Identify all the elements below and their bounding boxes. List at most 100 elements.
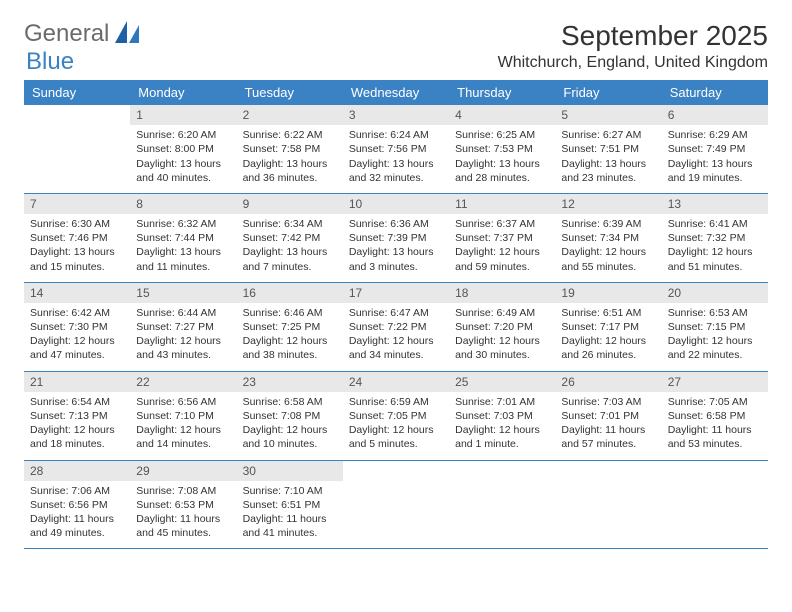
sunrise-text: Sunrise: 6:20 AM [136,128,230,142]
dl1-text: Daylight: 12 hours [136,334,230,348]
sunrise-text: Sunrise: 6:44 AM [136,306,230,320]
calendar-cell [24,105,130,193]
sunset-text: Sunset: 8:00 PM [136,142,230,156]
dl1-text: Daylight: 12 hours [455,423,549,437]
sunset-text: Sunset: 7:13 PM [30,409,124,423]
sunset-text: Sunset: 7:46 PM [30,231,124,245]
dl1-text: Daylight: 11 hours [561,423,655,437]
calendar-row: 21 Sunrise: 6:54 AMSunset: 7:13 PM Dayligh… [24,371,768,460]
sunrise-text: Sunrise: 6:36 AM [349,217,443,231]
calendar-row: 14Sunrise: 6:42 AMSunset: 7:30 PMDayligh… [24,282,768,371]
sunrise-text: Sunrise: 6:24 AM [349,128,443,142]
dl2-text: and 49 minutes. [30,526,124,540]
calendar-cell: 26Sunrise: 7:03 AMSunset: 7:01 PMDayligh… [555,371,661,460]
calendar-cell: 6Sunrise: 6:29 AMSunset: 7:49 PMDaylight… [662,105,768,193]
day-number: 1 [130,105,236,125]
dl2-text: and 32 minutes. [349,171,443,185]
day-number: 23 [237,372,343,392]
dl2-text: and 19 minutes. [668,171,762,185]
dl2-text: and 40 minutes. [136,171,230,185]
day-number: 18 [449,283,555,303]
day-number: 28 [24,461,130,481]
sunrise-text: Sunrise: 6:29 AM [668,128,762,142]
sunrise-text: Sunrise: 6:39 AM [561,217,655,231]
dl1-text: Daylight: 12 hours [136,423,230,437]
weekday-thursday: Thursday [449,80,555,105]
dl1-text: Daylight: 12 hours [349,334,443,348]
calendar-row: 28Sunrise: 7:06 AMSunset: 6:56 PMDayligh… [24,460,768,549]
day-number: 6 [662,105,768,125]
sunrise-text: Sunrise: 6:53 AM [668,306,762,320]
weekday-wednesday: Wednesday [343,80,449,105]
dl1-text: Daylight: 12 hours [30,334,124,348]
sunset-text: Sunset: 7:20 PM [455,320,549,334]
sunrise-text: Sunrise: 6:27 AM [561,128,655,142]
dl2-text: and 14 minutes. [136,437,230,451]
calendar-cell: 1 Sunrise: 6:20 AMSunset: 8:00 PMDaylight… [130,105,236,193]
sunrise-text: Sunrise: 7:05 AM [668,395,762,409]
calendar-cell: 5Sunrise: 6:27 AMSunset: 7:51 PMDaylight… [555,105,661,193]
day-number: 4 [449,105,555,125]
sunrise-text: Sunrise: 6:37 AM [455,217,549,231]
calendar-cell: 9Sunrise: 6:34 AMSunset: 7:42 PMDaylight… [237,193,343,282]
dl1-text: Daylight: 11 hours [668,423,762,437]
logo-text-blue: Blue [26,48,74,75]
weekday-saturday: Saturday [662,80,768,105]
dl2-text: and 7 minutes. [243,260,337,274]
calendar-cell: 22Sunrise: 6:56 AMSunset: 7:10 PMDayligh… [130,371,236,460]
sunrise-text: Sunrise: 6:49 AM [455,306,549,320]
dl2-text: and 36 minutes. [243,171,337,185]
calendar-cell: 11Sunrise: 6:37 AMSunset: 7:37 PMDayligh… [449,193,555,282]
dl1-text: Daylight: 13 hours [136,245,230,259]
dl2-text: and 15 minutes. [30,260,124,274]
calendar-cell: 20Sunrise: 6:53 AMSunset: 7:15 PMDayligh… [662,282,768,371]
sunset-text: Sunset: 7:53 PM [455,142,549,156]
day-number: 10 [343,194,449,214]
calendar-cell: 12Sunrise: 6:39 AMSunset: 7:34 PMDayligh… [555,193,661,282]
logo-sail-icon [115,21,141,48]
dl1-text: Daylight: 11 hours [136,512,230,526]
dl1-text: Daylight: 12 hours [668,334,762,348]
day-number: 2 [237,105,343,125]
calendar-row: 1 Sunrise: 6:20 AMSunset: 8:00 PMDaylight… [24,105,768,193]
day-number: 21 [24,372,130,392]
sunset-text: Sunset: 7:03 PM [455,409,549,423]
dl1-text: Daylight: 11 hours [30,512,124,526]
weekday-monday: Monday [130,80,236,105]
sunset-text: Sunset: 6:53 PM [136,498,230,512]
dl2-text: and 51 minutes. [668,260,762,274]
calendar-cell: 4Sunrise: 6:25 AMSunset: 7:53 PMDaylight… [449,105,555,193]
sunrise-text: Sunrise: 6:34 AM [243,217,337,231]
sunrise-text: Sunrise: 6:30 AM [30,217,124,231]
day-number: 3 [343,105,449,125]
month-title: September 2025 [498,20,768,52]
weekday-sunday: Sunday [24,80,130,105]
sunset-text: Sunset: 7:08 PM [243,409,337,423]
weekday-friday: Friday [555,80,661,105]
day-number: 9 [237,194,343,214]
dl1-text: Daylight: 12 hours [455,334,549,348]
logo-text-general: General [24,20,109,48]
sunset-text: Sunset: 7:10 PM [136,409,230,423]
sunrise-text: Sunrise: 6:22 AM [243,128,337,142]
sunrise-text: Sunrise: 6:54 AM [30,395,124,409]
calendar-row: 7 Sunrise: 6:30 AMSunset: 7:46 PM Daylight… [24,193,768,282]
dl2-text: and 55 minutes. [561,260,655,274]
dl2-text: and 18 minutes. [30,437,124,451]
dl2-text: and 10 minutes. [243,437,337,451]
day-number: 27 [662,372,768,392]
sunset-text: Sunset: 6:56 PM [30,498,124,512]
dl2-text: and 57 minutes. [561,437,655,451]
calendar-cell: 16Sunrise: 6:46 AMSunset: 7:25 PMDayligh… [237,282,343,371]
day-number: 5 [555,105,661,125]
logo: General [24,20,143,48]
sunset-text: Sunset: 7:32 PM [668,231,762,245]
dl1-text: Daylight: 13 hours [136,157,230,171]
calendar-cell: 28Sunrise: 7:06 AMSunset: 6:56 PMDayligh… [24,460,130,549]
day-number: 7 [24,194,130,214]
calendar-cell: 3Sunrise: 6:24 AMSunset: 7:56 PMDaylight… [343,105,449,193]
dl1-text: Daylight: 13 hours [243,245,337,259]
dl2-text: and 34 minutes. [349,348,443,362]
calendar-cell [449,460,555,549]
day-number: 14 [24,283,130,303]
